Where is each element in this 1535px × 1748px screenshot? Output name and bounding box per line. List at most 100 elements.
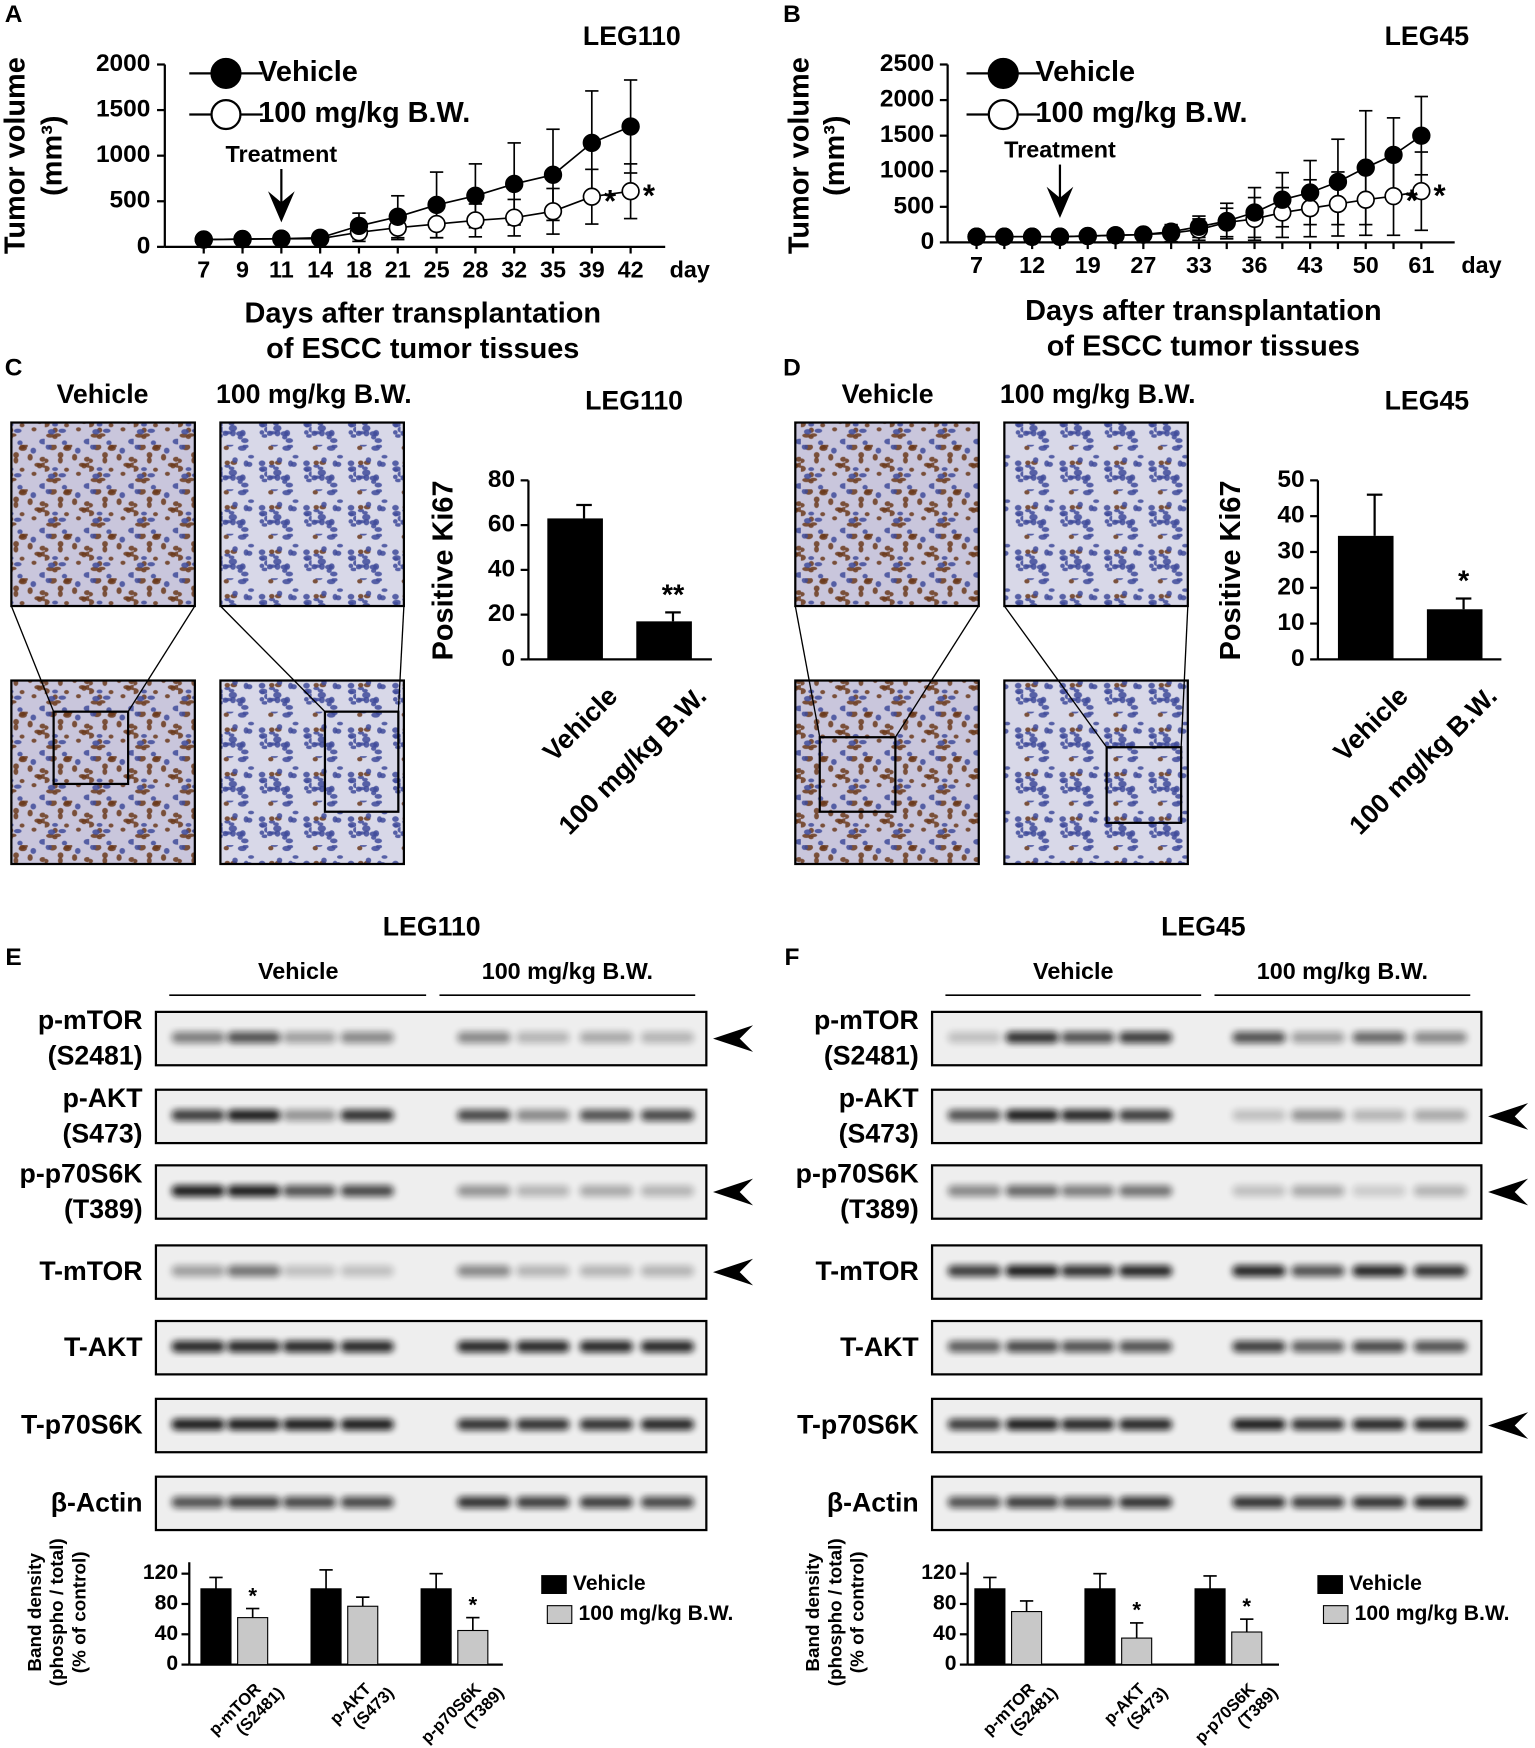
legend-label: Vehicle	[258, 56, 358, 88]
row-label: T-AKT	[64, 1332, 143, 1362]
y-tick-label: 500	[893, 192, 934, 219]
point	[1078, 226, 1097, 246]
row-label: p-mTOR	[38, 1005, 143, 1035]
bar	[420, 1588, 452, 1666]
panel-letter: A	[5, 1, 23, 28]
point	[1412, 181, 1431, 201]
band	[1061, 1496, 1115, 1508]
legend-swatch	[546, 1605, 573, 1625]
y-tick-label: 0	[166, 1652, 178, 1675]
x-axis-label: Days after transplantation	[244, 297, 601, 329]
y-axis-label: (phospho / total)	[825, 1538, 846, 1686]
legend-label: 100 mg/kg B.W.	[578, 1602, 733, 1625]
error-bar	[983, 1576, 997, 1589]
point	[466, 186, 485, 205]
x-tick-label: 50	[1353, 252, 1379, 278]
y-tick-label: 0	[921, 228, 935, 255]
row-label: p-p70S6K	[20, 1158, 144, 1188]
band	[1118, 1265, 1173, 1277]
y-label: (mm³)	[819, 116, 851, 196]
point	[582, 133, 601, 153]
band	[1352, 1109, 1406, 1121]
band	[1413, 1496, 1467, 1508]
band	[1413, 1185, 1467, 1197]
x-tick-label: 33	[1186, 252, 1212, 278]
error-bar	[665, 611, 681, 622]
annotation: *	[469, 1592, 478, 1617]
band	[947, 1031, 1002, 1044]
group-label: Vehicle	[258, 958, 338, 984]
bar	[636, 621, 692, 660]
band	[171, 1185, 225, 1197]
row-label: T-mTOR	[815, 1256, 918, 1286]
band	[340, 1265, 394, 1277]
x-label-group: p-AKT(S473)	[326, 1679, 398, 1732]
bar	[1121, 1637, 1153, 1666]
x-tick-label: 28	[462, 256, 488, 282]
band	[1061, 1109, 1115, 1121]
chart-title: LEG110	[585, 386, 683, 416]
point	[995, 227, 1014, 246]
annotation: *	[643, 178, 656, 213]
image-label: 100 mg/kg B.W.	[216, 379, 412, 409]
x-tick-label: Vehicle	[537, 681, 623, 767]
point	[621, 182, 640, 201]
y-axis-label: (mm³)	[36, 116, 68, 196]
point	[1273, 190, 1292, 209]
row-label: T-p70S6K	[797, 1410, 919, 1440]
band	[171, 1031, 225, 1044]
error-bar	[466, 1616, 480, 1631]
point	[505, 174, 524, 194]
band	[1232, 1265, 1286, 1277]
y-label: Band density	[803, 1553, 824, 1672]
y-tick-label: 0	[137, 232, 151, 259]
y-tick-label: 20	[1277, 573, 1304, 600]
x-label-group: p-AKT(S473)	[1100, 1679, 1172, 1732]
point	[194, 230, 213, 249]
y-label: (% of control)	[69, 1551, 90, 1673]
legend-label: Vehicle	[1035, 56, 1135, 88]
zoom-line	[397, 605, 405, 712]
zoom-box	[323, 710, 400, 813]
y-axis-label: Tumor volume	[0, 57, 32, 254]
micrograph-zoom	[794, 421, 980, 608]
bar	[457, 1629, 489, 1666]
legend-label: Vehicle	[1349, 1572, 1422, 1595]
annotation: *	[248, 1583, 257, 1608]
band-arrow	[713, 1258, 754, 1286]
y-axis-label: Tumor volume	[783, 57, 815, 254]
bar	[200, 1588, 232, 1666]
band-arrow	[1488, 1103, 1529, 1130]
legend-label: Vehicle	[573, 1572, 646, 1595]
band	[227, 1109, 281, 1121]
bar	[1426, 609, 1483, 660]
x-tick-label: 14	[307, 256, 333, 282]
x-tick-label: Vehicle	[1328, 681, 1414, 767]
bar	[347, 1605, 379, 1666]
micrograph	[10, 679, 196, 866]
band	[340, 1418, 394, 1430]
y-axis-label: Positive Ki67	[1215, 480, 1247, 660]
annotation: *	[1242, 1594, 1251, 1619]
band	[1118, 1109, 1173, 1121]
error-bar	[1366, 493, 1383, 536]
bar	[310, 1588, 342, 1666]
x-label-group: p-mTOR(S2481)	[979, 1679, 1061, 1739]
point	[621, 117, 640, 136]
y-axis-label: Band density	[25, 1553, 46, 1672]
band-arrow	[1488, 1412, 1529, 1439]
bar	[1194, 1588, 1226, 1666]
band	[1352, 1496, 1406, 1508]
x-tick-label: 32	[501, 256, 527, 282]
band-arrow	[713, 1178, 754, 1206]
annotation: *	[1458, 566, 1470, 598]
band	[947, 1185, 1002, 1197]
band	[516, 1185, 570, 1197]
y-tick-label: 0	[1291, 645, 1305, 672]
band	[1352, 1341, 1406, 1353]
legend-marker	[210, 57, 242, 89]
row-label: T-p70S6K	[21, 1410, 143, 1440]
band	[579, 1418, 633, 1430]
y-tick-label: 120	[143, 1561, 178, 1584]
